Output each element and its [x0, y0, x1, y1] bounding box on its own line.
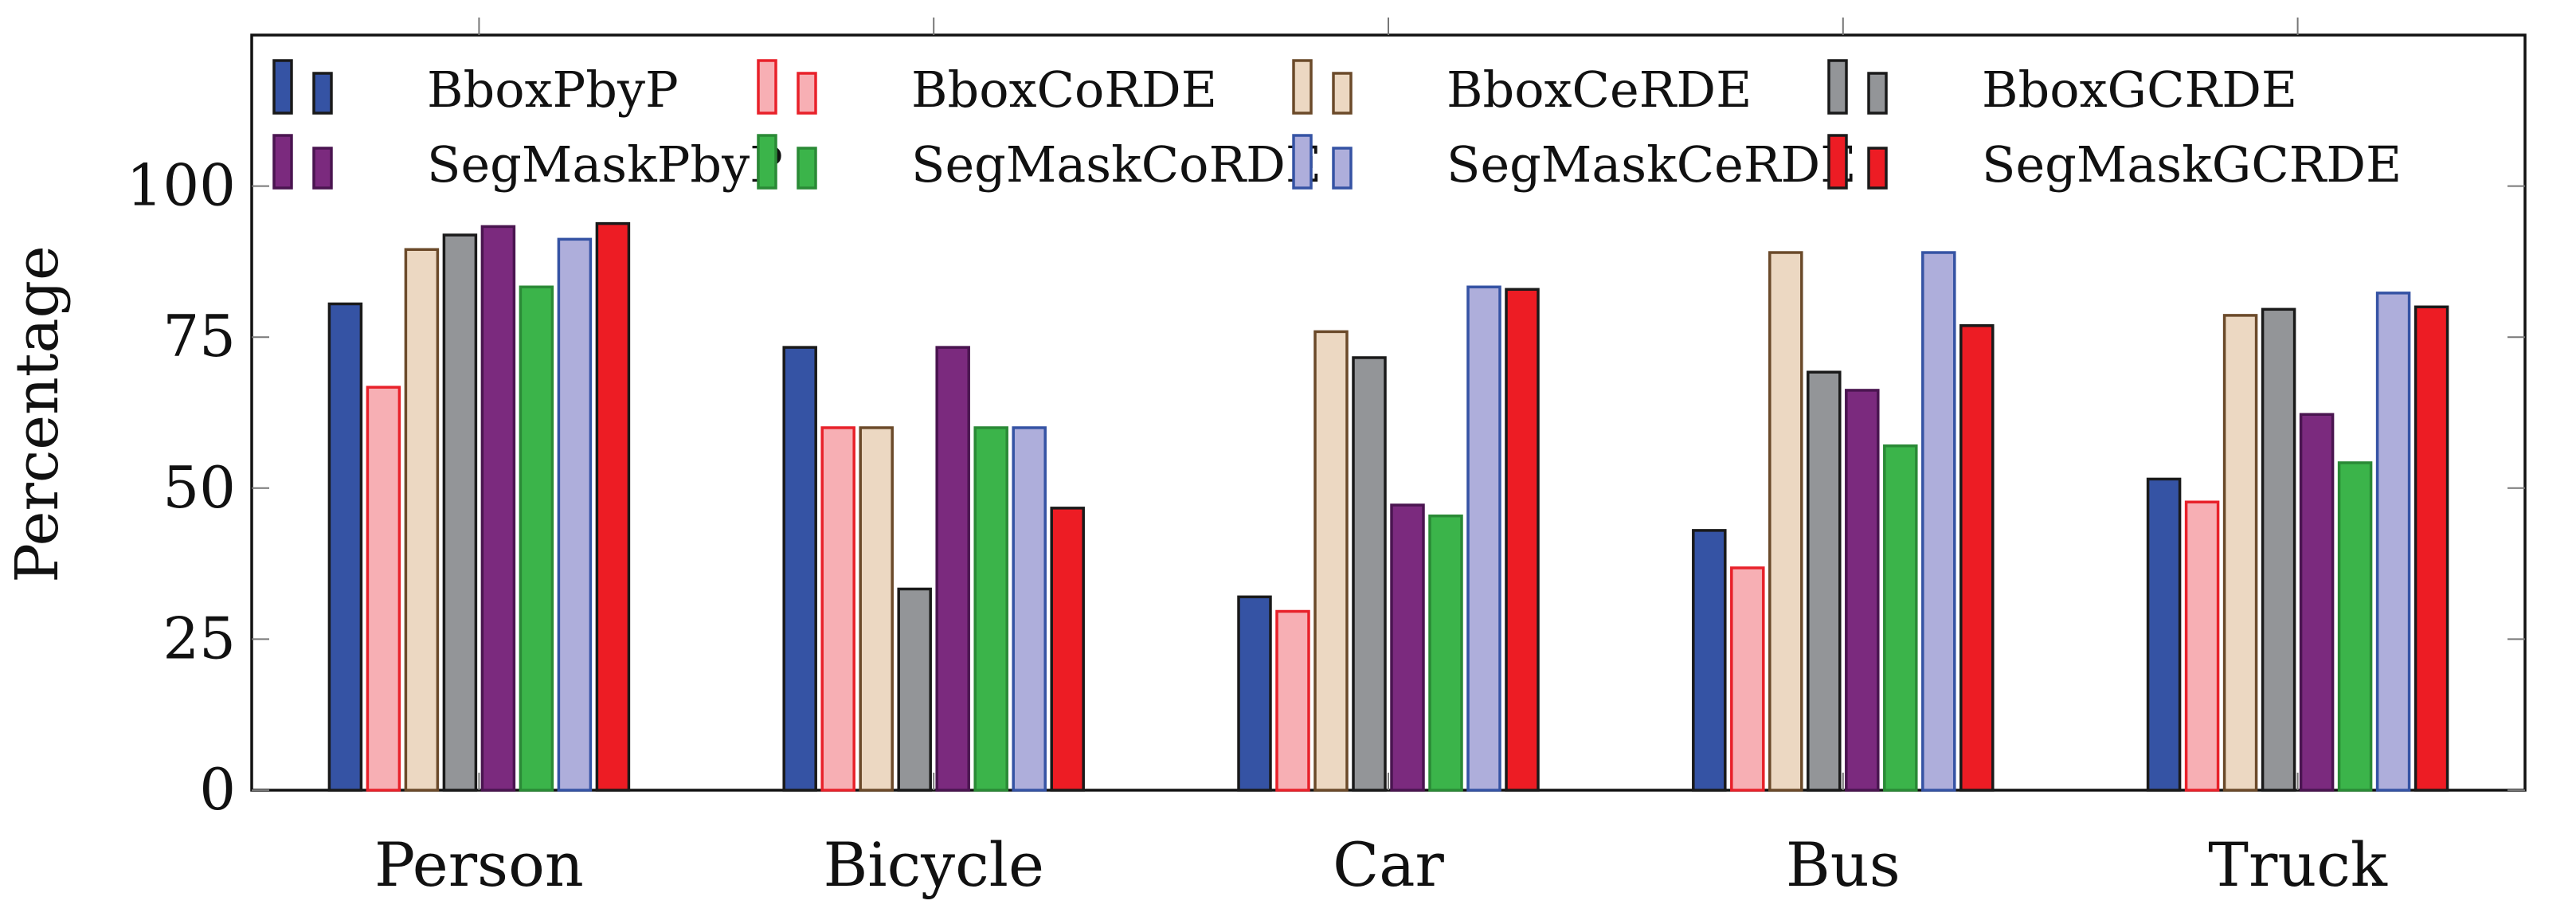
bar-BboxGCRDE-Truck	[2261, 307, 2296, 792]
bar-BboxGCRDE-Bus	[1807, 370, 1842, 792]
legend-swatch-icon	[312, 147, 333, 190]
bar-BboxCoRDE-Person	[366, 386, 401, 792]
legend-swatch-icon	[1867, 72, 1888, 115]
bar-BboxGCRDE-Car	[1352, 356, 1387, 792]
bar-SegMaskPbyP-Bicycle	[935, 346, 970, 792]
legend-label: SegMaskGCRDE	[1982, 135, 2402, 194]
legend-label: BboxPbyP	[427, 61, 679, 119]
bar-SegMaskPbyP-Bus	[1845, 389, 1880, 792]
bar-SegMaskCoRDE-Bicycle	[973, 426, 1008, 792]
bar-SegMaskGCRDE-Truck	[2414, 305, 2449, 792]
bar-SegMaskGCRDE-Car	[1505, 288, 1540, 792]
bar-BboxPbyP-Bus	[1692, 529, 1727, 792]
legend-swatch-icon	[1332, 147, 1353, 190]
bar-BboxCeRDE-Truck	[2222, 314, 2258, 792]
axes: Person Bicycle Car Bus Truck 0 25 50 75 100	[127, 18, 2525, 900]
bars	[327, 221, 2449, 792]
y-tick-label: 0	[199, 756, 236, 823]
legend-swatch-icon	[312, 72, 333, 115]
y-axis-title: Percentage	[3, 245, 72, 583]
bar-BboxCoRDE-Bicycle	[820, 426, 855, 792]
bar-BboxPbyP-Bicycle	[782, 346, 817, 792]
bar-SegMaskGCRDE-Bus	[1959, 324, 1995, 792]
y-tick-label: 100	[127, 152, 236, 219]
bar-BboxCeRDE-Bicycle	[859, 426, 894, 792]
bar-BboxCeRDE-Person	[404, 248, 440, 792]
x-tick-label: Truck	[2208, 829, 2388, 900]
legend-label: BboxGCRDE	[1982, 61, 2297, 119]
bar-SegMaskCeRDE-Bus	[1921, 251, 1956, 792]
bar-SegMaskPbyP-Car	[1390, 503, 1425, 792]
bar-SegMaskGCRDE-Person	[595, 221, 631, 792]
legend-swatch-icon	[1827, 59, 1848, 115]
bar-BboxGCRDE-Person	[442, 233, 478, 792]
bar-SegMaskCeRDE-Truck	[2375, 292, 2411, 792]
bar-BboxPbyP-Person	[327, 302, 363, 792]
legend-swatch-icon	[797, 72, 817, 115]
bar-SegMaskCoRDE-Person	[519, 285, 554, 792]
x-tick-label: Bicycle	[823, 829, 1044, 900]
bar-BboxCoRDE-Truck	[2184, 500, 2220, 792]
y-tick-label: 25	[162, 605, 236, 671]
legend-swatch-icon	[1867, 147, 1888, 190]
bar-SegMaskGCRDE-Bicycle	[1050, 507, 1085, 792]
bar-SegMaskCoRDE-Car	[1428, 514, 1463, 792]
legend-swatch-icon	[1332, 72, 1353, 115]
x-tick-label: Car	[1333, 829, 1444, 900]
bar-BboxCeRDE-Car	[1313, 330, 1349, 792]
bar-BboxPbyP-Truck	[2146, 477, 2182, 792]
x-tick-label: Bus	[1786, 829, 1901, 900]
legend-swatch-icon	[272, 134, 293, 190]
bar-BboxGCRDE-Bicycle	[897, 587, 932, 792]
bar-SegMaskCeRDE-Bicycle	[1012, 426, 1047, 792]
bar-SegMaskPbyP-Truck	[2299, 413, 2335, 792]
legend-swatch-icon	[1292, 134, 1313, 190]
legend: BboxPbyP BboxCoRDE BboxCeRDE BboxGCRDE SegMa…	[272, 59, 2402, 194]
bar-BboxCoRDE-Bus	[1730, 566, 1765, 792]
bar-SegMaskCoRDE-Bus	[1883, 444, 1918, 792]
bar-SegMaskCeRDE-Person	[557, 237, 593, 792]
legend-swatch-icon	[797, 147, 817, 190]
legend-swatch-icon	[1292, 59, 1313, 115]
legend-label: BboxCeRDE	[1447, 61, 1752, 119]
legend-label: SegMaskPbyP	[427, 135, 783, 194]
legend-swatch-icon	[1827, 134, 1848, 190]
x-tick-label: Person	[374, 829, 584, 900]
legend-label: BboxCoRDE	[911, 61, 1217, 119]
legend-label: SegMaskCeRDE	[1447, 135, 1856, 194]
y-tick-label: 50	[162, 454, 236, 521]
bar-BboxCeRDE-Bus	[1768, 251, 1803, 792]
legend-swatch-icon	[757, 59, 777, 115]
bar-BboxCoRDE-Car	[1275, 609, 1310, 792]
legend-label: SegMaskCoRDE	[911, 135, 1321, 194]
legend-swatch-icon	[757, 134, 777, 190]
bar-BboxPbyP-Car	[1237, 595, 1272, 792]
bar-SegMaskCeRDE-Car	[1466, 285, 1501, 792]
legend-swatch-icon	[272, 59, 293, 115]
y-tick-label: 75	[162, 303, 236, 370]
bar-SegMaskCoRDE-Truck	[2337, 461, 2373, 792]
bar-SegMaskPbyP-Person	[480, 225, 516, 792]
